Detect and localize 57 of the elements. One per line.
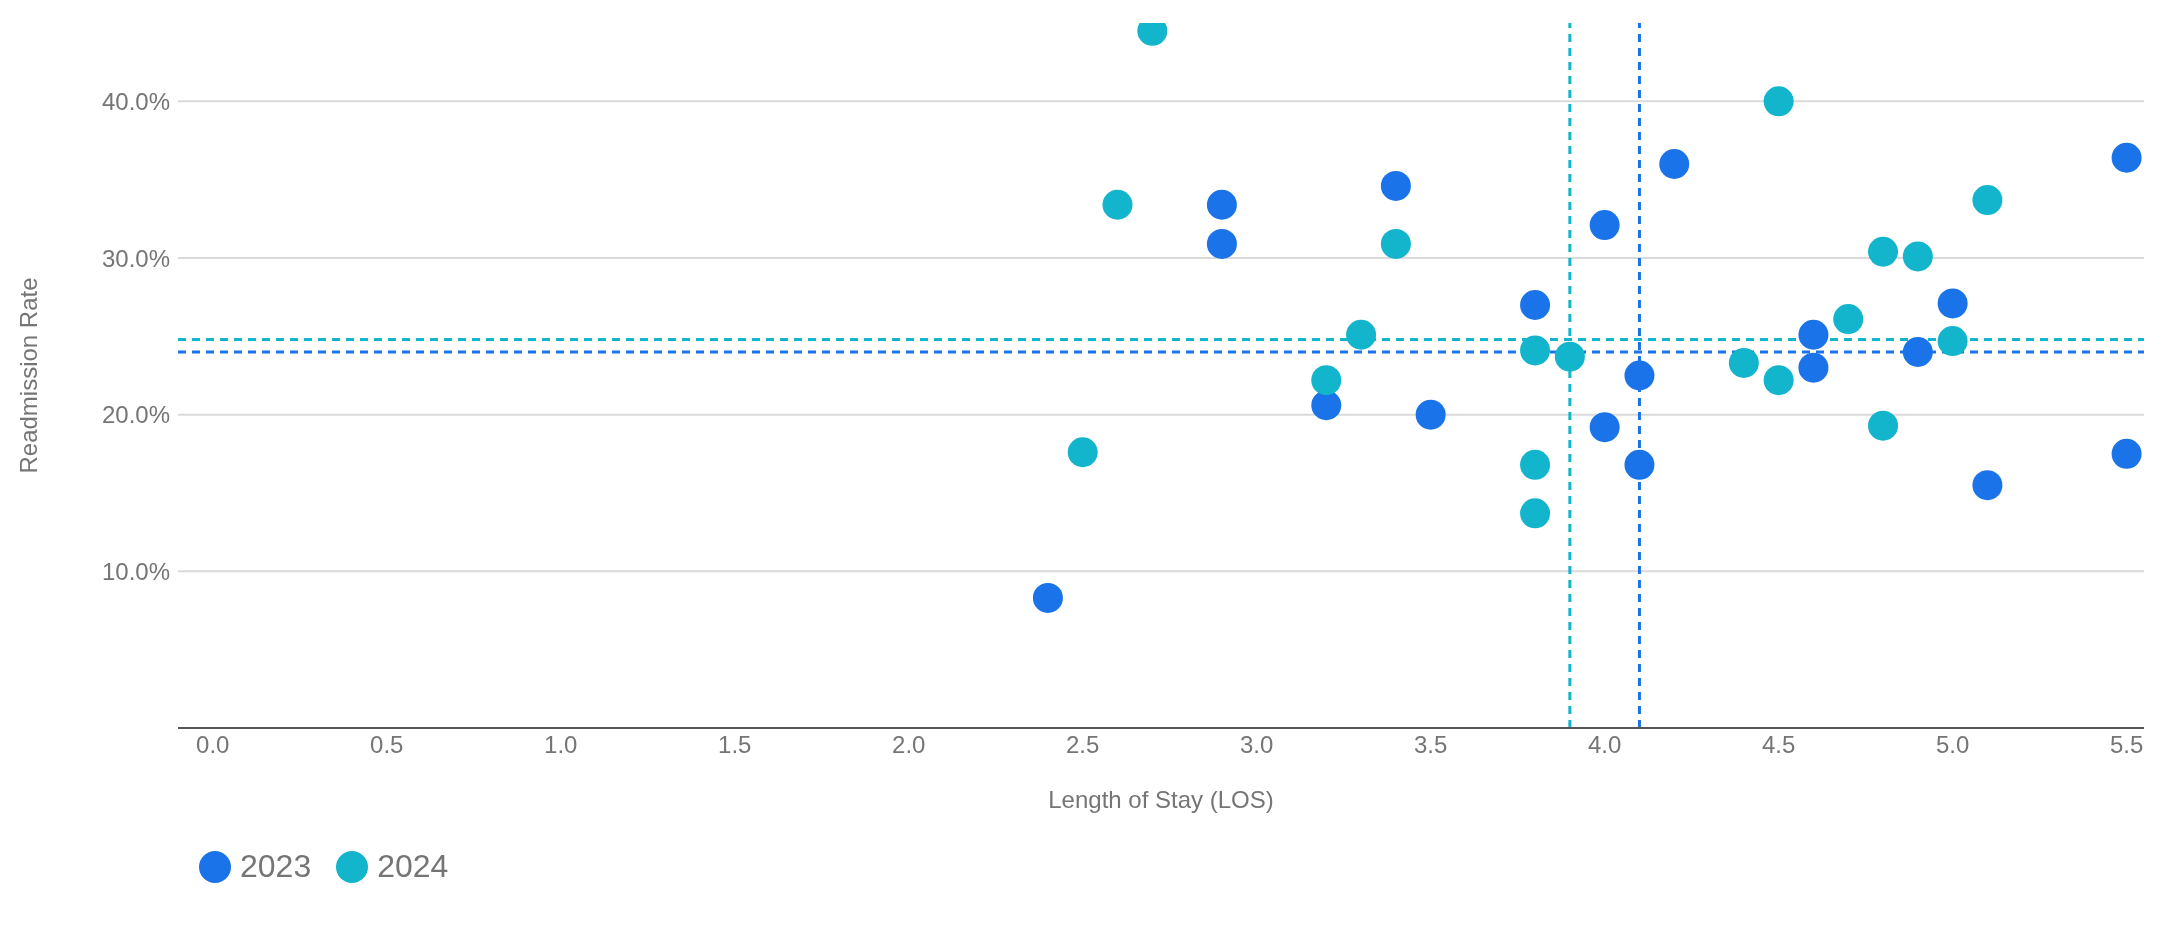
x-tick-label: 0.5 bbox=[370, 731, 404, 759]
point bbox=[1032, 582, 1063, 613]
point bbox=[1102, 189, 1133, 220]
x-tick-label: 1.5 bbox=[718, 731, 752, 759]
point bbox=[1624, 360, 1655, 391]
legend-label: 2024 bbox=[377, 848, 449, 885]
point bbox=[2111, 142, 2142, 173]
point bbox=[1972, 185, 2003, 216]
point bbox=[1659, 149, 1690, 179]
legend-label: 2023 bbox=[240, 848, 312, 885]
point bbox=[1206, 189, 1237, 220]
point bbox=[1972, 470, 2003, 501]
point bbox=[1067, 437, 1098, 468]
point bbox=[1763, 365, 1794, 396]
y-tick-label: 10.0% bbox=[101, 557, 170, 585]
x-tick-label: 5.0 bbox=[1935, 731, 1970, 759]
y-tick-label: 20.0% bbox=[101, 401, 170, 429]
point bbox=[1763, 86, 1794, 117]
point bbox=[2111, 438, 2142, 469]
point bbox=[1937, 326, 1968, 357]
y-tick-label: 40.0% bbox=[101, 87, 170, 115]
point bbox=[1937, 288, 1968, 319]
point bbox=[1554, 341, 1585, 372]
x-axis-title: Length of Stay (LOS) bbox=[1048, 786, 1274, 813]
x-tick-label: 3.5 bbox=[1413, 731, 1448, 759]
x-tick-label: 4.5 bbox=[1761, 731, 1796, 759]
point bbox=[1380, 170, 1411, 201]
x-tick-label: 0.0 bbox=[196, 731, 230, 759]
point bbox=[1380, 228, 1411, 259]
point bbox=[1589, 412, 1620, 443]
x-tick-label: 4.0 bbox=[1587, 731, 1622, 759]
point bbox=[1346, 319, 1377, 350]
point bbox=[1833, 304, 1864, 335]
point bbox=[1868, 236, 1899, 267]
x-tick-label: 3.0 bbox=[1240, 731, 1274, 759]
point bbox=[1798, 352, 1829, 383]
point bbox=[1520, 335, 1551, 366]
x-tick-label: 2.5 bbox=[1066, 731, 1100, 759]
x-tick-label: 1.0 bbox=[544, 731, 578, 759]
point bbox=[1589, 210, 1620, 241]
point bbox=[1520, 498, 1551, 529]
point bbox=[1311, 365, 1342, 396]
point bbox=[1520, 449, 1551, 480]
point bbox=[1415, 399, 1446, 430]
point bbox=[1868, 410, 1899, 441]
point bbox=[1206, 228, 1237, 259]
point bbox=[1798, 319, 1829, 350]
y-axis-title: Readmission Rate bbox=[14, 277, 42, 474]
point bbox=[1520, 290, 1551, 320]
point bbox=[1902, 241, 1933, 272]
y-tick-label: 30.0% bbox=[101, 244, 170, 272]
point bbox=[1902, 337, 1933, 367]
point bbox=[1311, 390, 1342, 421]
x-tick-label: 2.0 bbox=[892, 731, 926, 759]
x-tick-label: 5.5 bbox=[2109, 731, 2144, 759]
point bbox=[1728, 347, 1759, 378]
point bbox=[1624, 449, 1655, 480]
